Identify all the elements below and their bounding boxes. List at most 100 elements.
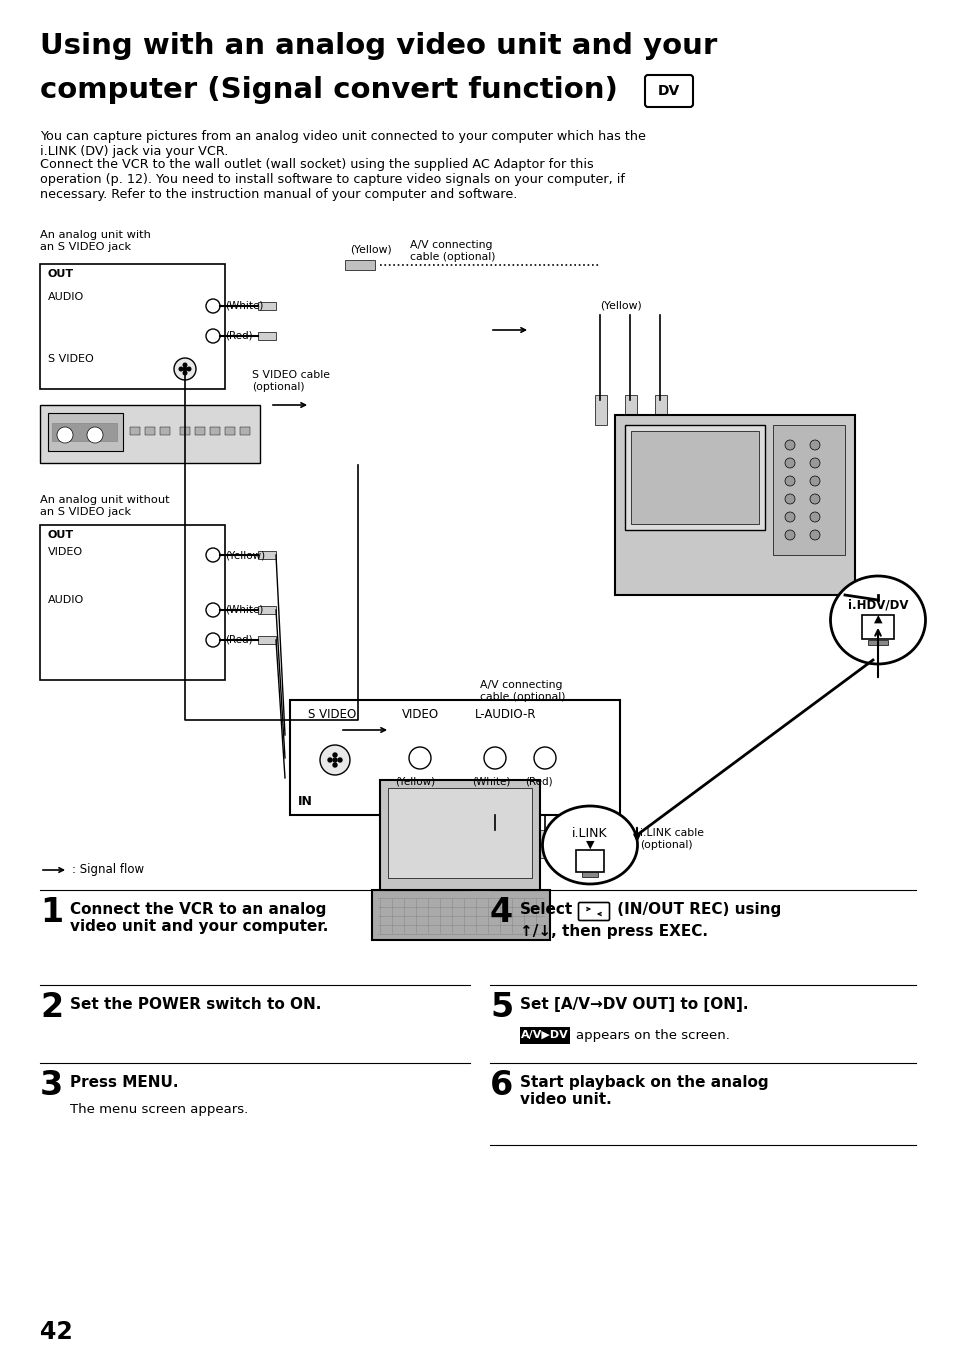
Bar — [40, 525, 225, 680]
Circle shape — [809, 531, 820, 540]
Text: Using with an analog video unit and your: Using with an analog video unit and your — [40, 33, 717, 60]
Text: 5: 5 — [490, 991, 513, 1025]
Text: i.HDV/DV: i.HDV/DV — [847, 598, 907, 611]
Text: A/V▶DV: A/V▶DV — [520, 1030, 568, 1039]
Circle shape — [809, 459, 820, 468]
Circle shape — [784, 476, 794, 486]
Circle shape — [333, 753, 336, 757]
Circle shape — [809, 440, 820, 451]
Text: ▲: ▲ — [873, 613, 882, 624]
Bar — [40, 404, 260, 463]
Circle shape — [179, 368, 183, 370]
Bar — [145, 427, 154, 436]
Text: (Red): (Red) — [225, 635, 253, 645]
Bar — [52, 423, 117, 441]
Circle shape — [409, 746, 431, 769]
Text: Press MENU.: Press MENU. — [70, 1075, 178, 1090]
Bar — [862, 615, 893, 639]
Bar — [257, 636, 275, 645]
Circle shape — [57, 427, 73, 442]
Circle shape — [206, 328, 220, 343]
Bar — [257, 551, 275, 559]
Bar — [372, 890, 550, 940]
Text: (White): (White) — [472, 776, 510, 786]
Circle shape — [534, 746, 556, 769]
Text: The menu screen appears.: The menu screen appears. — [70, 1103, 248, 1115]
Circle shape — [206, 603, 220, 617]
Text: Set the POWER switch to ON.: Set the POWER switch to ON. — [70, 997, 321, 1012]
Text: DV: DV — [658, 84, 679, 98]
Bar — [867, 641, 887, 645]
Ellipse shape — [830, 575, 924, 664]
Bar — [630, 432, 759, 524]
Text: You can capture pictures from an analog video unit connected to your computer wh: You can capture pictures from an analog … — [40, 130, 645, 157]
Circle shape — [328, 759, 332, 763]
Text: (White): (White) — [225, 301, 263, 311]
Bar — [210, 427, 220, 436]
Bar — [48, 413, 123, 451]
Text: (Yellow): (Yellow) — [350, 246, 392, 255]
Bar — [655, 395, 666, 425]
Text: 1: 1 — [40, 896, 63, 930]
Text: : Signal flow: : Signal flow — [71, 863, 144, 877]
Circle shape — [183, 364, 187, 366]
Bar — [379, 780, 539, 896]
Text: OUT: OUT — [48, 531, 74, 540]
Circle shape — [809, 476, 820, 486]
Text: Connect the VCR to an analog
video unit and your computer.: Connect the VCR to an analog video unit … — [70, 902, 328, 935]
Text: i.LINK cable
(optional): i.LINK cable (optional) — [639, 828, 703, 849]
Text: An analog unit without
an S VIDEO jack: An analog unit without an S VIDEO jack — [40, 495, 170, 517]
Text: (Yellow): (Yellow) — [599, 300, 641, 309]
Circle shape — [87, 427, 103, 442]
Circle shape — [319, 745, 350, 775]
Text: VIDEO: VIDEO — [48, 547, 83, 556]
Bar — [257, 303, 275, 309]
Text: L-AUDIO-R: L-AUDIO-R — [475, 708, 536, 721]
Text: 3: 3 — [40, 1069, 63, 1102]
Circle shape — [173, 358, 195, 380]
Circle shape — [483, 746, 505, 769]
Bar — [194, 427, 205, 436]
Ellipse shape — [542, 806, 637, 883]
Bar — [538, 830, 553, 858]
Text: 4: 4 — [490, 896, 513, 930]
Bar — [225, 427, 234, 436]
Text: S VIDEO: S VIDEO — [308, 708, 355, 721]
Bar — [240, 427, 250, 436]
Text: Set [A/V→DV OUT] to [ON].: Set [A/V→DV OUT] to [ON]. — [519, 997, 748, 1012]
Circle shape — [784, 459, 794, 468]
Text: AUDIO: AUDIO — [48, 292, 84, 303]
Text: (White): (White) — [225, 605, 263, 615]
Bar — [160, 427, 170, 436]
Text: ↑/↓, then press EXEC.: ↑/↓, then press EXEC. — [519, 924, 707, 939]
Text: IN: IN — [297, 795, 313, 807]
Bar — [290, 700, 619, 816]
Text: A/V connecting
cable (optional): A/V connecting cable (optional) — [479, 680, 565, 702]
Bar — [576, 849, 603, 873]
Circle shape — [333, 759, 336, 763]
Bar — [772, 425, 844, 555]
Bar — [40, 265, 225, 389]
Circle shape — [784, 440, 794, 451]
Text: (Yellow): (Yellow) — [395, 776, 435, 786]
Bar — [257, 607, 275, 613]
Text: S VIDEO cable
(optional): S VIDEO cable (optional) — [252, 370, 330, 392]
Text: (Yellow): (Yellow) — [225, 550, 265, 560]
Bar — [581, 873, 598, 877]
Circle shape — [333, 763, 336, 767]
Text: computer (Signal convert function): computer (Signal convert function) — [40, 76, 618, 104]
Circle shape — [187, 368, 191, 370]
Text: Connect the VCR to the wall outlet (wall socket) using the supplied AC Adaptor f: Connect the VCR to the wall outlet (wall… — [40, 157, 624, 201]
Bar — [624, 425, 764, 531]
Bar — [345, 261, 375, 270]
Circle shape — [809, 512, 820, 522]
Text: ▼: ▼ — [585, 840, 594, 849]
Circle shape — [784, 494, 794, 503]
Circle shape — [809, 494, 820, 503]
Text: 42: 42 — [40, 1320, 72, 1343]
Text: 6: 6 — [490, 1069, 513, 1102]
Circle shape — [206, 632, 220, 647]
Bar — [257, 332, 275, 341]
Text: OUT: OUT — [48, 269, 74, 280]
Text: AUDIO: AUDIO — [48, 594, 84, 605]
